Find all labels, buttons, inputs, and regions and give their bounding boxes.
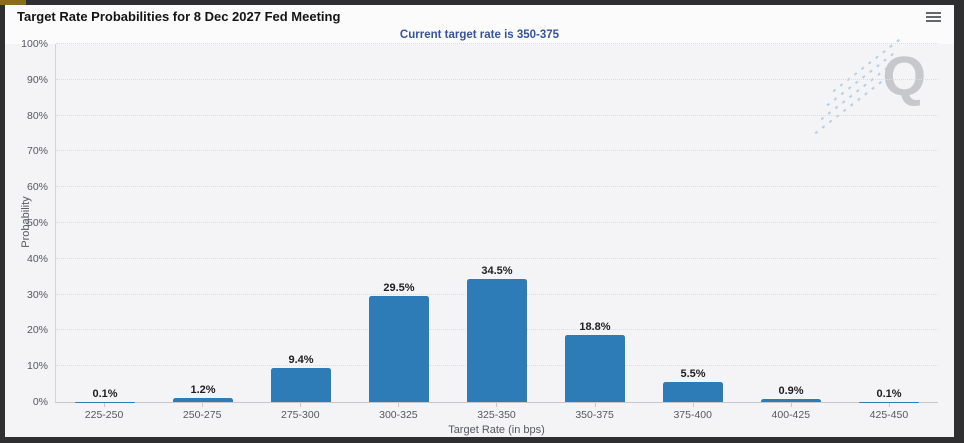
hamburger-menu-icon[interactable] [926,9,941,25]
probability-bar-250-275[interactable] [172,397,234,402]
gridline-40: 40% [27,253,938,265]
x-tick-label: 300-325 [379,409,418,421]
hamburger-bar [926,19,941,22]
y-tick-label: 40% [26,252,48,265]
x-tick-300-325: 300-325 [349,402,447,421]
x-tick-mark [594,403,596,407]
bar-column-225-250: 0.1% [56,44,154,402]
bar-column-250-275: 1.2% [154,44,252,402]
frame-accent [0,0,26,5]
x-tick-250-275: 250-275 [153,402,251,421]
probability-bar-325-350[interactable] [466,278,528,402]
chart-title: Target Rate Probabilities for 8 Dec 2027… [17,9,341,24]
chart-subtitle: Current target rate is 350-375 [5,28,954,44]
x-tick-mark [202,403,204,407]
gridline-60: 60% [27,181,938,193]
bar-column-375-400: 5.5% [644,44,742,402]
hamburger-bar [926,15,941,18]
x-tick-mark [300,403,302,407]
y-tick-label: 80% [26,109,48,122]
bar-value-label: 5.5% [680,368,706,381]
x-tick-label: 425-450 [869,409,909,421]
bar-column-275-300: 9.4% [252,44,350,402]
bar-value-label: 18.8% [579,320,611,333]
x-tick-mark [692,403,694,407]
x-tick-mark [398,403,400,407]
y-tick-label: 20% [26,324,48,337]
gridline-100: 100% [21,38,938,50]
chart-region: Probability Q 0% 10% 20% 30% 40% 50% 60% 70% 80%… [5,37,954,437]
x-tick-label: 325-350 [477,409,516,421]
x-tick-mark [496,403,498,407]
x-tick-225-250: 225-250 [55,402,153,421]
bar-value-label: 9.4% [288,354,314,367]
y-tick-label: 60% [26,181,48,194]
bars-row: 0.1% 1.2% 9.4% 29.5% 34.5% 18.8% 5.5% 0.9% 0.1% [56,44,938,402]
bar-column-400-425: 0.9% [742,44,840,402]
bar-column-325-350: 34.5% [448,44,546,402]
hamburger-bar [926,11,941,14]
gridline-70: 70% [27,145,938,157]
y-tick-label: 0% [32,396,48,408]
y-tick-label: 70% [26,145,48,158]
bar-column-425-450: 0.1% [840,44,938,402]
bar-value-label: 0.9% [778,384,804,397]
y-tick-label: 10% [26,360,48,373]
gridline-90: 90% [27,74,938,86]
x-tick-label: 225-250 [84,409,124,421]
x-tick-400-425: 400-425 [742,402,840,421]
x-tick-mark [104,403,106,407]
bar-value-label: 29.5% [383,282,415,295]
probability-bar-400-425[interactable] [760,398,822,402]
x-tick-425-450: 425-450 [840,402,938,421]
x-tick-label: 375-400 [673,409,712,421]
probability-bar-275-300[interactable] [270,368,332,402]
x-tick-label: 350-375 [575,409,614,421]
bar-column-350-375: 18.8% [546,44,644,402]
gridline-50: 50% [27,217,938,229]
x-tick-mark [790,403,792,407]
bar-value-label: 34.5% [481,264,513,277]
y-tick-label: 50% [26,217,48,229]
y-tick-label: 30% [26,288,48,301]
bar-column-300-325: 29.5% [350,44,448,402]
probability-bar-350-375[interactable] [564,334,626,402]
chart-panel: Target Rate Probabilities for 8 Dec 2027… [5,5,954,437]
x-tick-label: 275-300 [281,409,320,421]
x-tick-275-300: 275-300 [251,402,349,421]
gridline-80: 80% [27,110,938,122]
x-axis-ticks: 225-250 250-275 275-300 300-325 325-350 350-3… [55,402,938,421]
chart-header: Target Rate Probabilities for 8 Dec 2027… [5,5,954,28]
x-axis-title: Target Rate (in bps) [448,424,545,436]
bar-value-label: 0.1% [92,387,118,400]
plot-area: Q 0% 10% 20% 30% 40% 50% 60% 70% 80% 90% 100% 0.1% 1… [21,37,938,408]
x-tick-375-400: 375-400 [644,402,742,421]
y-tick-label: 90% [26,73,48,86]
probability-bar-375-400[interactable] [662,382,724,402]
x-tick-mark [888,403,890,407]
x-tick-label: 250-275 [182,409,222,421]
x-tick-label: 400-425 [771,409,811,421]
x-tick-325-350: 325-350 [447,402,545,421]
bar-value-label: 0.1% [876,387,902,400]
x-tick-350-375: 350-375 [546,402,644,421]
probability-bar-300-325[interactable] [368,296,430,402]
bar-value-label: 1.2% [190,383,216,396]
y-tick-label: 100% [21,38,48,50]
